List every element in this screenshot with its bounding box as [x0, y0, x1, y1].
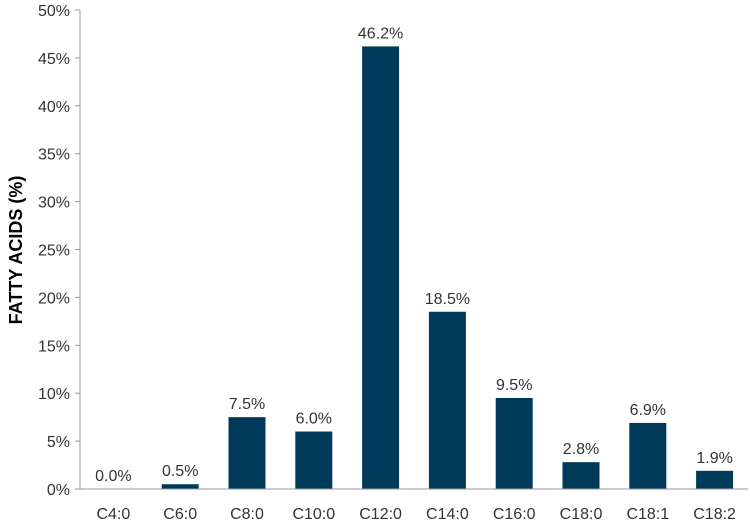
- x-tick-label: C18:0: [560, 506, 603, 523]
- y-tick-label: 35%: [38, 147, 70, 164]
- data-label: 9.5%: [496, 377, 532, 394]
- x-tick-label: C12:0: [359, 506, 402, 523]
- bar-c6-0: [161, 484, 199, 489]
- data-labels: 0.0% 0.5% 7.5% 6.0% 46.2% 18.5% 9.5% 2.8% 6.9% 1.…: [95, 25, 733, 485]
- bar-c10-0: [295, 431, 333, 489]
- data-label: 2.8%: [563, 441, 599, 458]
- y-tick-label: 5%: [47, 434, 70, 451]
- y-tick-label: 40%: [38, 99, 70, 116]
- x-tick-label: C16:0: [493, 506, 536, 523]
- y-axis-title: FATTY ACIDS (%): [6, 176, 26, 325]
- y-tick-label: 15%: [38, 338, 70, 355]
- y-tick-label: 50%: [38, 3, 70, 20]
- data-label: 6.0%: [296, 411, 332, 428]
- bar-c14-0: [428, 311, 466, 489]
- data-label: 1.9%: [696, 450, 732, 467]
- x-tick-label: C8:0: [230, 506, 264, 523]
- bar-c18-2: [696, 470, 734, 489]
- bar-c8-0: [228, 417, 266, 489]
- y-tick-label: 25%: [38, 243, 70, 260]
- y-tick-label: 0%: [47, 482, 70, 499]
- data-label: 0.0%: [95, 468, 131, 485]
- y-tick-label: 10%: [38, 386, 70, 403]
- y-axis-ticks: 0% 5% 10% 15% 20% 25% 30% 35% 40% 45% 50%: [38, 3, 80, 499]
- data-label: 46.2%: [358, 25, 403, 42]
- bar-c18-0: [562, 462, 600, 489]
- x-tick-label: C6:0: [163, 506, 197, 523]
- data-label: 0.5%: [162, 463, 198, 480]
- x-tick-label: C10:0: [292, 506, 335, 523]
- y-tick-label: 45%: [38, 51, 70, 68]
- bars: [161, 46, 734, 490]
- x-axis-ticks: C4:0 C6:0 C8:0 C10:0 C12:0 C14:0 C16:0 C18:0 C18…: [97, 506, 737, 523]
- bar-c12-0: [362, 46, 400, 490]
- x-tick-label: C4:0: [97, 506, 131, 523]
- bar-c18-1: [629, 422, 667, 489]
- bar-c16-0: [495, 397, 533, 489]
- x-tick-label: C18:2: [693, 506, 736, 523]
- x-tick-label: C18:1: [626, 506, 669, 523]
- x-tick-label: C14:0: [426, 506, 469, 523]
- data-label: 6.9%: [630, 402, 666, 419]
- y-tick-label: 30%: [38, 195, 70, 212]
- data-label: 7.5%: [229, 396, 265, 413]
- y-tick-label: 20%: [38, 290, 70, 307]
- data-label: 18.5%: [425, 291, 470, 308]
